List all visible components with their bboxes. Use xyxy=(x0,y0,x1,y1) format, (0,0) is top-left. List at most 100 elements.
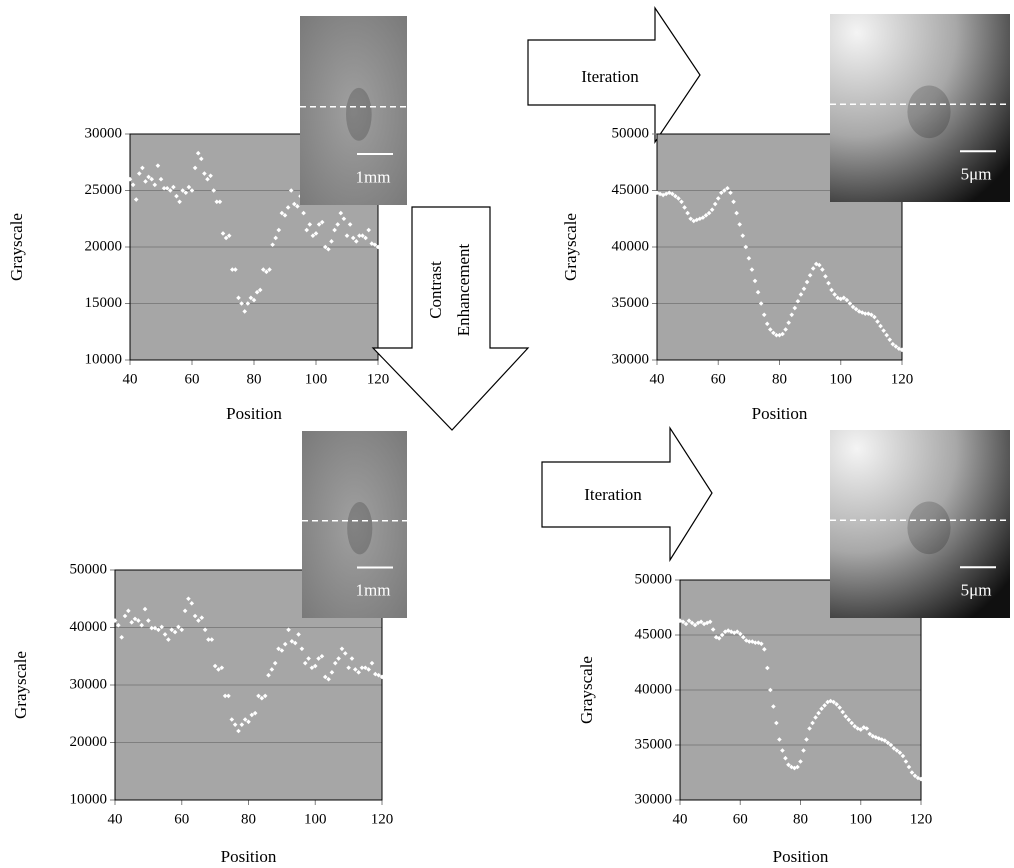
x-tick-label: 80 xyxy=(247,371,262,387)
data-point xyxy=(223,235,229,241)
data-point xyxy=(310,233,316,238)
data-point xyxy=(755,289,761,295)
data-point xyxy=(780,331,785,337)
y-tick-label: 15000 xyxy=(85,295,123,311)
data-point xyxy=(139,622,144,628)
data-point xyxy=(789,312,795,318)
x-axis-title: Position xyxy=(226,404,282,423)
data-point xyxy=(332,227,337,233)
y-axis-title: Grayscale xyxy=(7,213,26,281)
data-point xyxy=(829,287,834,293)
chart: 30000 35000 40000 45000 50000 40 60 80 100 120 Pos… xyxy=(577,430,1010,866)
data-point xyxy=(372,242,378,248)
x-tick-label: 100 xyxy=(305,371,328,387)
data-point xyxy=(233,267,238,272)
data-point xyxy=(816,710,821,716)
data-point xyxy=(289,639,295,644)
data-point xyxy=(375,244,381,250)
data-point xyxy=(199,156,204,162)
data-point xyxy=(176,624,181,630)
data-point xyxy=(279,210,285,216)
data-point xyxy=(133,197,139,202)
data-point xyxy=(319,653,325,659)
data-point xyxy=(169,627,175,633)
x-tick-label: 40 xyxy=(123,371,138,387)
data-point xyxy=(282,641,288,647)
data-point xyxy=(867,731,873,737)
data-point xyxy=(326,676,331,682)
data-point xyxy=(710,627,716,632)
data-point xyxy=(202,627,208,633)
data-point xyxy=(127,176,133,182)
image-background xyxy=(300,16,407,205)
data-point xyxy=(230,267,235,272)
data-point xyxy=(712,201,718,207)
data-point xyxy=(356,670,361,675)
data-point xyxy=(259,695,265,701)
data-point xyxy=(663,191,669,197)
data-point xyxy=(807,726,812,731)
data-point xyxy=(199,615,205,621)
data-point xyxy=(762,647,767,652)
data-point xyxy=(161,185,167,191)
data-point xyxy=(894,748,900,753)
data-point xyxy=(765,665,770,671)
data-point xyxy=(694,217,700,223)
x-tick-label: 80 xyxy=(793,811,808,827)
data-point xyxy=(869,312,874,318)
data-point xyxy=(313,231,319,236)
scale-label: 5μm xyxy=(961,165,992,184)
image-spot xyxy=(907,501,951,555)
data-point xyxy=(162,632,168,637)
data-point xyxy=(177,199,182,205)
x-axis-title: Position xyxy=(773,847,829,866)
data-point xyxy=(774,332,779,338)
data-point xyxy=(344,233,350,238)
y-axis-title: Grayscale xyxy=(577,656,596,724)
data-point xyxy=(820,267,825,272)
scale-label: 1mm xyxy=(356,581,391,600)
data-point xyxy=(366,227,371,233)
data-point xyxy=(719,190,724,196)
data-point xyxy=(731,199,736,205)
data-point xyxy=(186,596,191,602)
data-point xyxy=(137,171,142,176)
data-point xyxy=(354,239,359,244)
data-point xyxy=(219,665,225,671)
data-point xyxy=(360,233,365,238)
image-background xyxy=(302,431,407,618)
data-point xyxy=(864,726,870,731)
data-point xyxy=(771,330,776,336)
data-point xyxy=(709,207,715,213)
data-point xyxy=(810,266,816,271)
data-point xyxy=(236,295,241,301)
data-point xyxy=(166,637,171,642)
data-point xyxy=(804,279,810,285)
arrow-label: Iteration xyxy=(581,67,639,86)
data-point xyxy=(322,674,328,680)
data-point xyxy=(885,740,891,746)
data-point xyxy=(307,222,313,227)
y-tick-label: 20000 xyxy=(85,238,123,254)
data-point xyxy=(700,215,706,220)
data-point xyxy=(217,199,223,205)
data-point xyxy=(900,753,906,759)
data-point xyxy=(129,620,134,625)
data-point xyxy=(273,235,278,241)
data-point xyxy=(896,346,902,351)
data-point xyxy=(376,672,381,678)
y-tick-label: 40000 xyxy=(612,238,650,254)
data-point xyxy=(140,165,145,171)
data-point xyxy=(680,619,686,625)
data-point xyxy=(810,720,815,726)
data-point xyxy=(189,188,195,193)
data-point xyxy=(269,667,275,672)
micrograph: 5μm xyxy=(830,14,1010,202)
data-point xyxy=(239,722,245,727)
data-point xyxy=(660,192,666,198)
data-point xyxy=(338,210,344,216)
data-point xyxy=(195,150,201,156)
data-point xyxy=(246,719,251,725)
y-tick-label: 35000 xyxy=(612,295,650,311)
data-point xyxy=(893,344,899,349)
